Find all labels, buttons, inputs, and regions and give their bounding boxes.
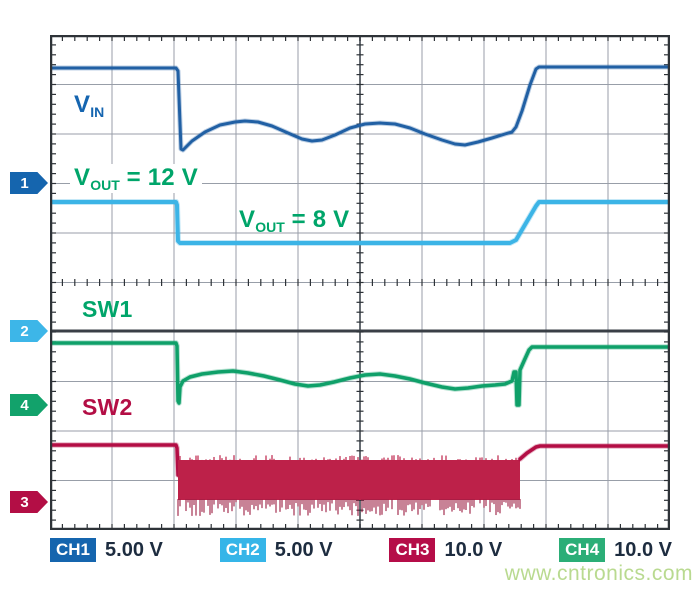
readout-ch4: CH4 10.0 V bbox=[559, 538, 672, 562]
channel-marker-4: 4 bbox=[10, 394, 48, 416]
ch3-scale-value: 10.0 V bbox=[444, 538, 503, 561]
channel-marker-2: 2 bbox=[10, 320, 48, 342]
channel-marker-1: 1 bbox=[10, 172, 48, 194]
label-sw2-text: SW2 bbox=[82, 394, 133, 420]
ch2-badge: CH2 bbox=[219, 538, 266, 562]
readout-ch2: CH2 5.00 V bbox=[219, 538, 333, 562]
label-vin-sub: IN bbox=[90, 104, 105, 120]
watermark: www.cntronics.com bbox=[504, 562, 693, 585]
ch4-scale-value: 10.0 V bbox=[614, 538, 672, 561]
label-vout12-sub: OUT bbox=[90, 177, 120, 193]
label-vout8-rest: = 8 V bbox=[284, 206, 350, 233]
label-vout8-sub: OUT bbox=[255, 219, 285, 235]
ch2-scale-value: 5.00 V bbox=[274, 538, 333, 561]
label-sw2: SW2 bbox=[82, 394, 132, 421]
oscilloscope-plot bbox=[50, 35, 670, 530]
label-vout-12v: VOUT = 12 V bbox=[70, 164, 202, 193]
label-sw1: SW1 bbox=[82, 296, 132, 323]
ch4-badge: CH4 bbox=[559, 538, 606, 562]
label-vout12-rest: = 12 V bbox=[119, 164, 198, 191]
label-vout-8v: VOUT = 8 V bbox=[239, 206, 349, 235]
ch1-scale-value: 5.00 V bbox=[105, 538, 163, 561]
label-vin-base: V bbox=[74, 91, 91, 118]
readout-ch1: CH1 5.00 V bbox=[50, 538, 163, 562]
label-vin: VIN bbox=[74, 91, 104, 120]
label-vout12-base: V bbox=[74, 164, 91, 191]
readout-ch3: CH3 10.0 V bbox=[389, 538, 502, 562]
ch1-badge: CH1 bbox=[50, 538, 97, 562]
label-vout8-base: V bbox=[239, 206, 256, 233]
label-sw1-text: SW1 bbox=[82, 296, 133, 322]
channel-marker-3: 3 bbox=[10, 491, 48, 513]
ch3-badge: CH3 bbox=[389, 538, 436, 562]
channel-readout-bar: CH1 5.00 V CH2 5.00 V CH3 10.0 V CH4 10.… bbox=[50, 538, 672, 562]
